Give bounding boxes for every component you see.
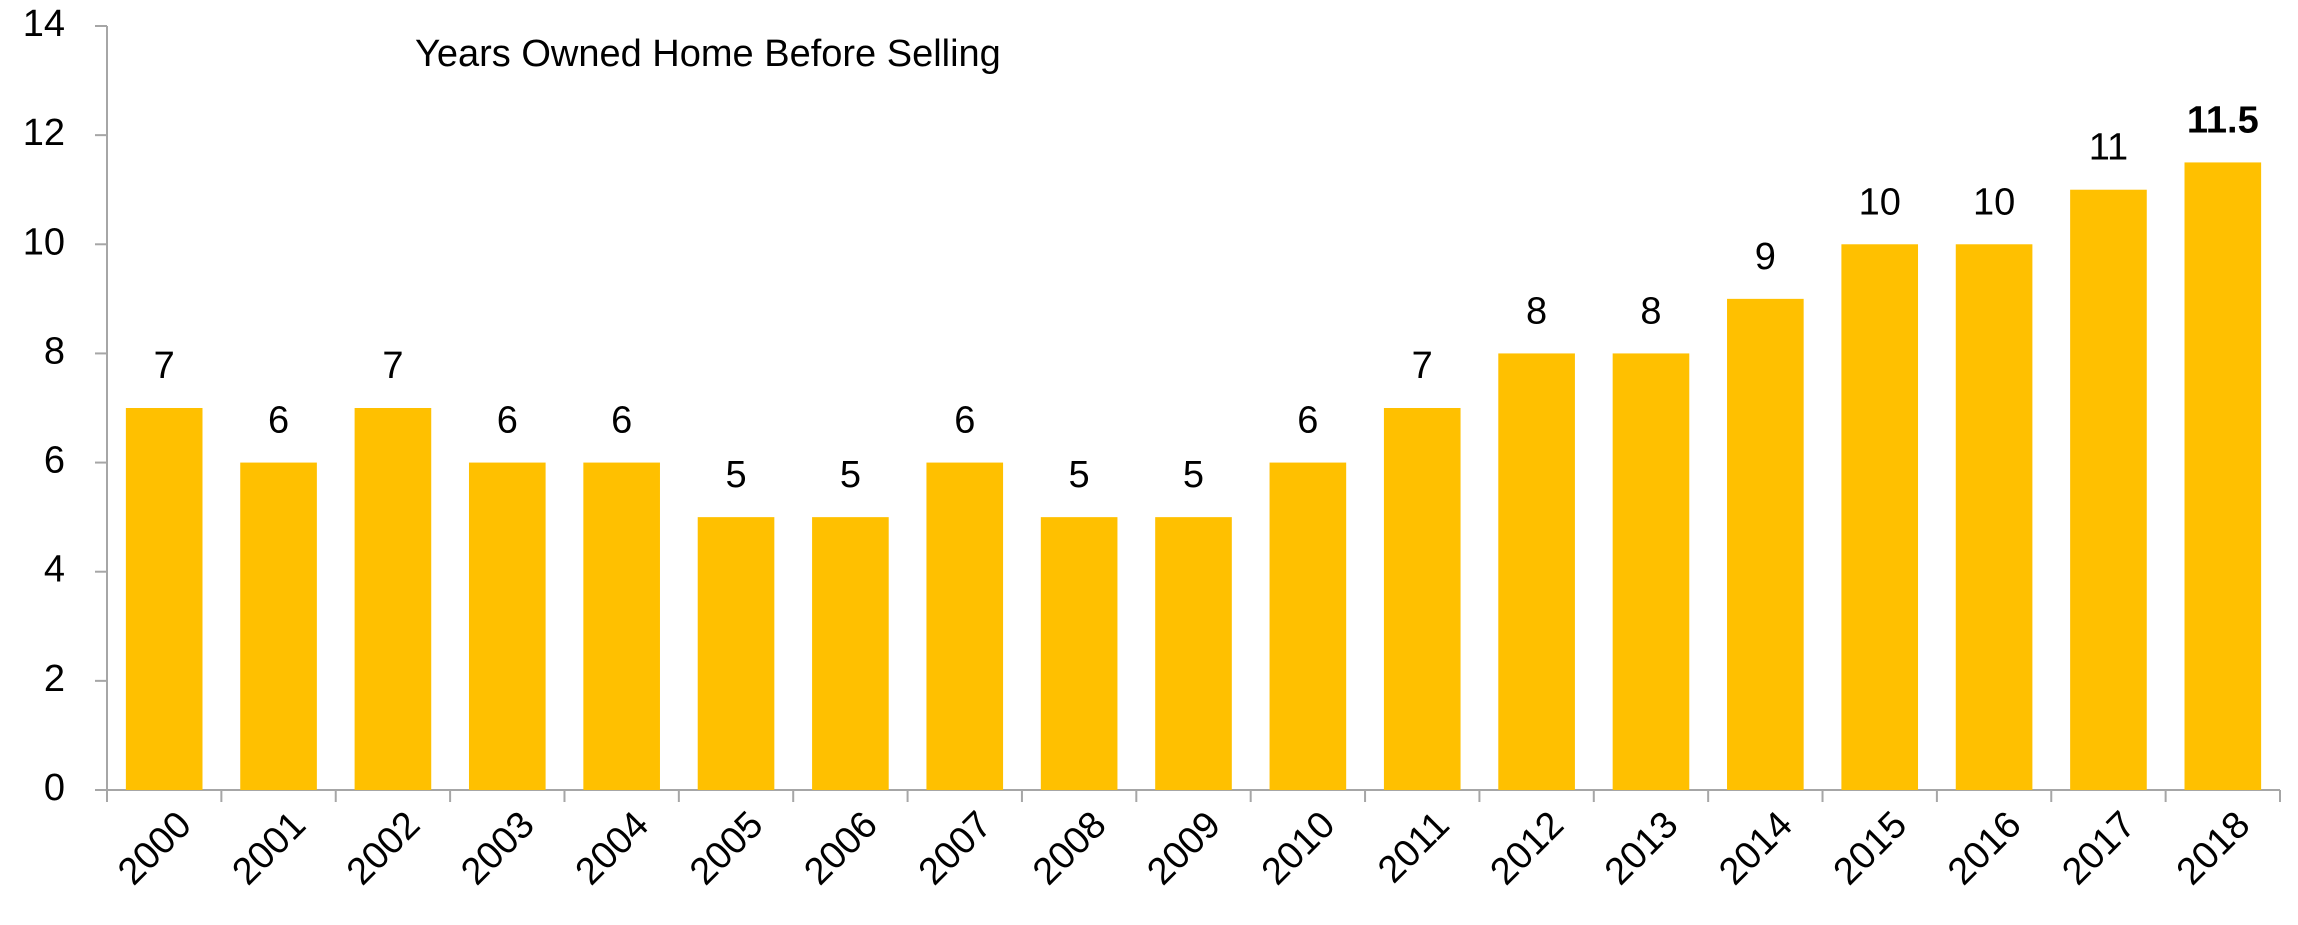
data-label: 6 xyxy=(268,400,289,442)
bar xyxy=(1498,353,1575,790)
bar xyxy=(1040,517,1118,790)
data-label: 11.5 xyxy=(2187,99,2259,141)
x-tick-label: 2014 xyxy=(1711,804,1800,893)
data-label: 9 xyxy=(1755,236,1776,278)
bar xyxy=(354,408,432,790)
bar xyxy=(240,462,317,790)
data-label: 7 xyxy=(382,345,403,387)
bar xyxy=(1727,298,1804,790)
y-tick-label: 12 xyxy=(23,112,65,154)
bar xyxy=(1612,353,1690,790)
y-tick-label: 6 xyxy=(44,440,65,482)
x-tick-label: 2016 xyxy=(1940,804,2029,893)
data-label: 8 xyxy=(1640,290,1661,332)
bar xyxy=(926,462,1004,790)
bar xyxy=(812,517,889,790)
bar xyxy=(2070,189,2147,790)
bar xyxy=(1269,462,1347,790)
x-tick-label: 2018 xyxy=(2169,804,2258,893)
data-label: 5 xyxy=(840,454,861,496)
x-tick-label: 2011 xyxy=(1370,804,1457,891)
bar xyxy=(1841,244,1919,791)
y-tick-label: 14 xyxy=(23,3,65,45)
data-label: 5 xyxy=(1183,454,1204,496)
x-tick-label: 2009 xyxy=(1139,804,1228,893)
y-tick-label: 4 xyxy=(44,549,65,591)
data-label: 10 xyxy=(1859,181,1901,223)
y-tick-label: 0 xyxy=(44,767,65,809)
bar xyxy=(697,517,775,790)
data-label: 5 xyxy=(1069,454,1090,496)
data-label: 7 xyxy=(1412,345,1433,387)
x-tick-label: 2001 xyxy=(225,804,314,893)
y-tick-label: 2 xyxy=(44,658,65,700)
x-tick-label: 2017 xyxy=(2054,804,2143,893)
data-label: 10 xyxy=(1973,181,2015,223)
data-label: 7 xyxy=(154,345,175,387)
x-tick-label: 2013 xyxy=(1597,804,1686,893)
x-tick-label: 2000 xyxy=(110,804,199,893)
data-label: 8 xyxy=(1526,290,1547,332)
x-tick-label: 2004 xyxy=(568,804,657,893)
x-tick-label: 2015 xyxy=(1826,804,1915,893)
x-tick-label: 2007 xyxy=(911,804,1000,893)
chart-title: Years Owned Home Before Selling xyxy=(415,33,1001,75)
bar xyxy=(1383,408,1461,790)
bar xyxy=(1155,517,1232,790)
bar xyxy=(125,408,203,790)
data-label: 11 xyxy=(2089,127,2128,169)
data-label: 6 xyxy=(611,400,632,442)
bar xyxy=(583,462,660,790)
x-tick-label: 2006 xyxy=(796,804,885,893)
bar xyxy=(2184,162,2262,790)
bar xyxy=(1955,244,2033,791)
x-tick-label: 2002 xyxy=(339,804,428,893)
bar xyxy=(468,462,546,790)
x-tick-label: 2010 xyxy=(1254,804,1343,893)
data-label: 6 xyxy=(497,400,518,442)
y-tick-label: 8 xyxy=(44,330,65,372)
data-label: 5 xyxy=(725,454,746,496)
data-label: 6 xyxy=(1297,400,1318,442)
x-tick-label: 2003 xyxy=(453,804,542,893)
x-tick-label: 2005 xyxy=(682,804,771,893)
x-tick-label: 2012 xyxy=(1483,804,1572,893)
data-label: 6 xyxy=(954,400,975,442)
y-tick-label: 10 xyxy=(23,221,65,263)
x-tick-label: 2008 xyxy=(1025,804,1114,893)
